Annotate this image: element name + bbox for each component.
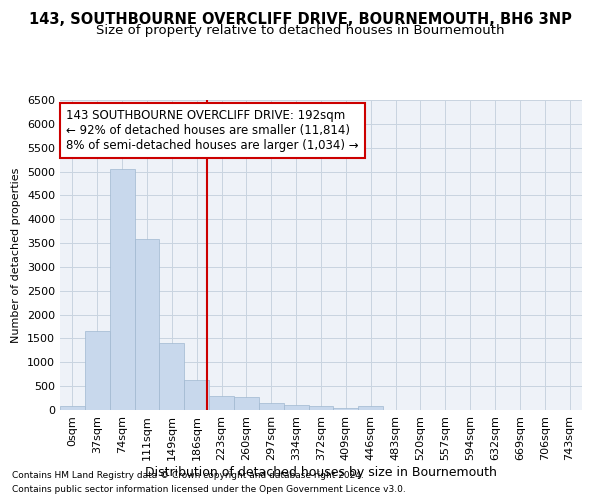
Bar: [358, 406, 383, 410]
Bar: [308, 406, 334, 410]
Text: 143 SOUTHBOURNE OVERCLIFF DRIVE: 192sqm
← 92% of detached houses are smaller (11: 143 SOUTHBOURNE OVERCLIFF DRIVE: 192sqm …: [66, 110, 359, 152]
Bar: [160, 343, 184, 410]
Y-axis label: Number of detached properties: Number of detached properties: [11, 168, 22, 342]
Bar: [209, 396, 234, 410]
Bar: [234, 396, 259, 410]
Text: Size of property relative to detached houses in Bournemouth: Size of property relative to detached ho…: [96, 24, 504, 37]
Bar: [60, 406, 85, 410]
Bar: [134, 239, 160, 410]
Bar: [259, 403, 284, 410]
Text: Contains HM Land Registry data © Crown copyright and database right 2024.: Contains HM Land Registry data © Crown c…: [12, 471, 364, 480]
X-axis label: Distribution of detached houses by size in Bournemouth: Distribution of detached houses by size …: [145, 466, 497, 478]
Text: Contains public sector information licensed under the Open Government Licence v3: Contains public sector information licen…: [12, 485, 406, 494]
Bar: [110, 168, 134, 410]
Text: 143, SOUTHBOURNE OVERCLIFF DRIVE, BOURNEMOUTH, BH6 3NP: 143, SOUTHBOURNE OVERCLIFF DRIVE, BOURNE…: [29, 12, 571, 28]
Bar: [284, 405, 308, 410]
Bar: [85, 331, 110, 410]
Bar: [184, 380, 209, 410]
Bar: [334, 408, 358, 410]
